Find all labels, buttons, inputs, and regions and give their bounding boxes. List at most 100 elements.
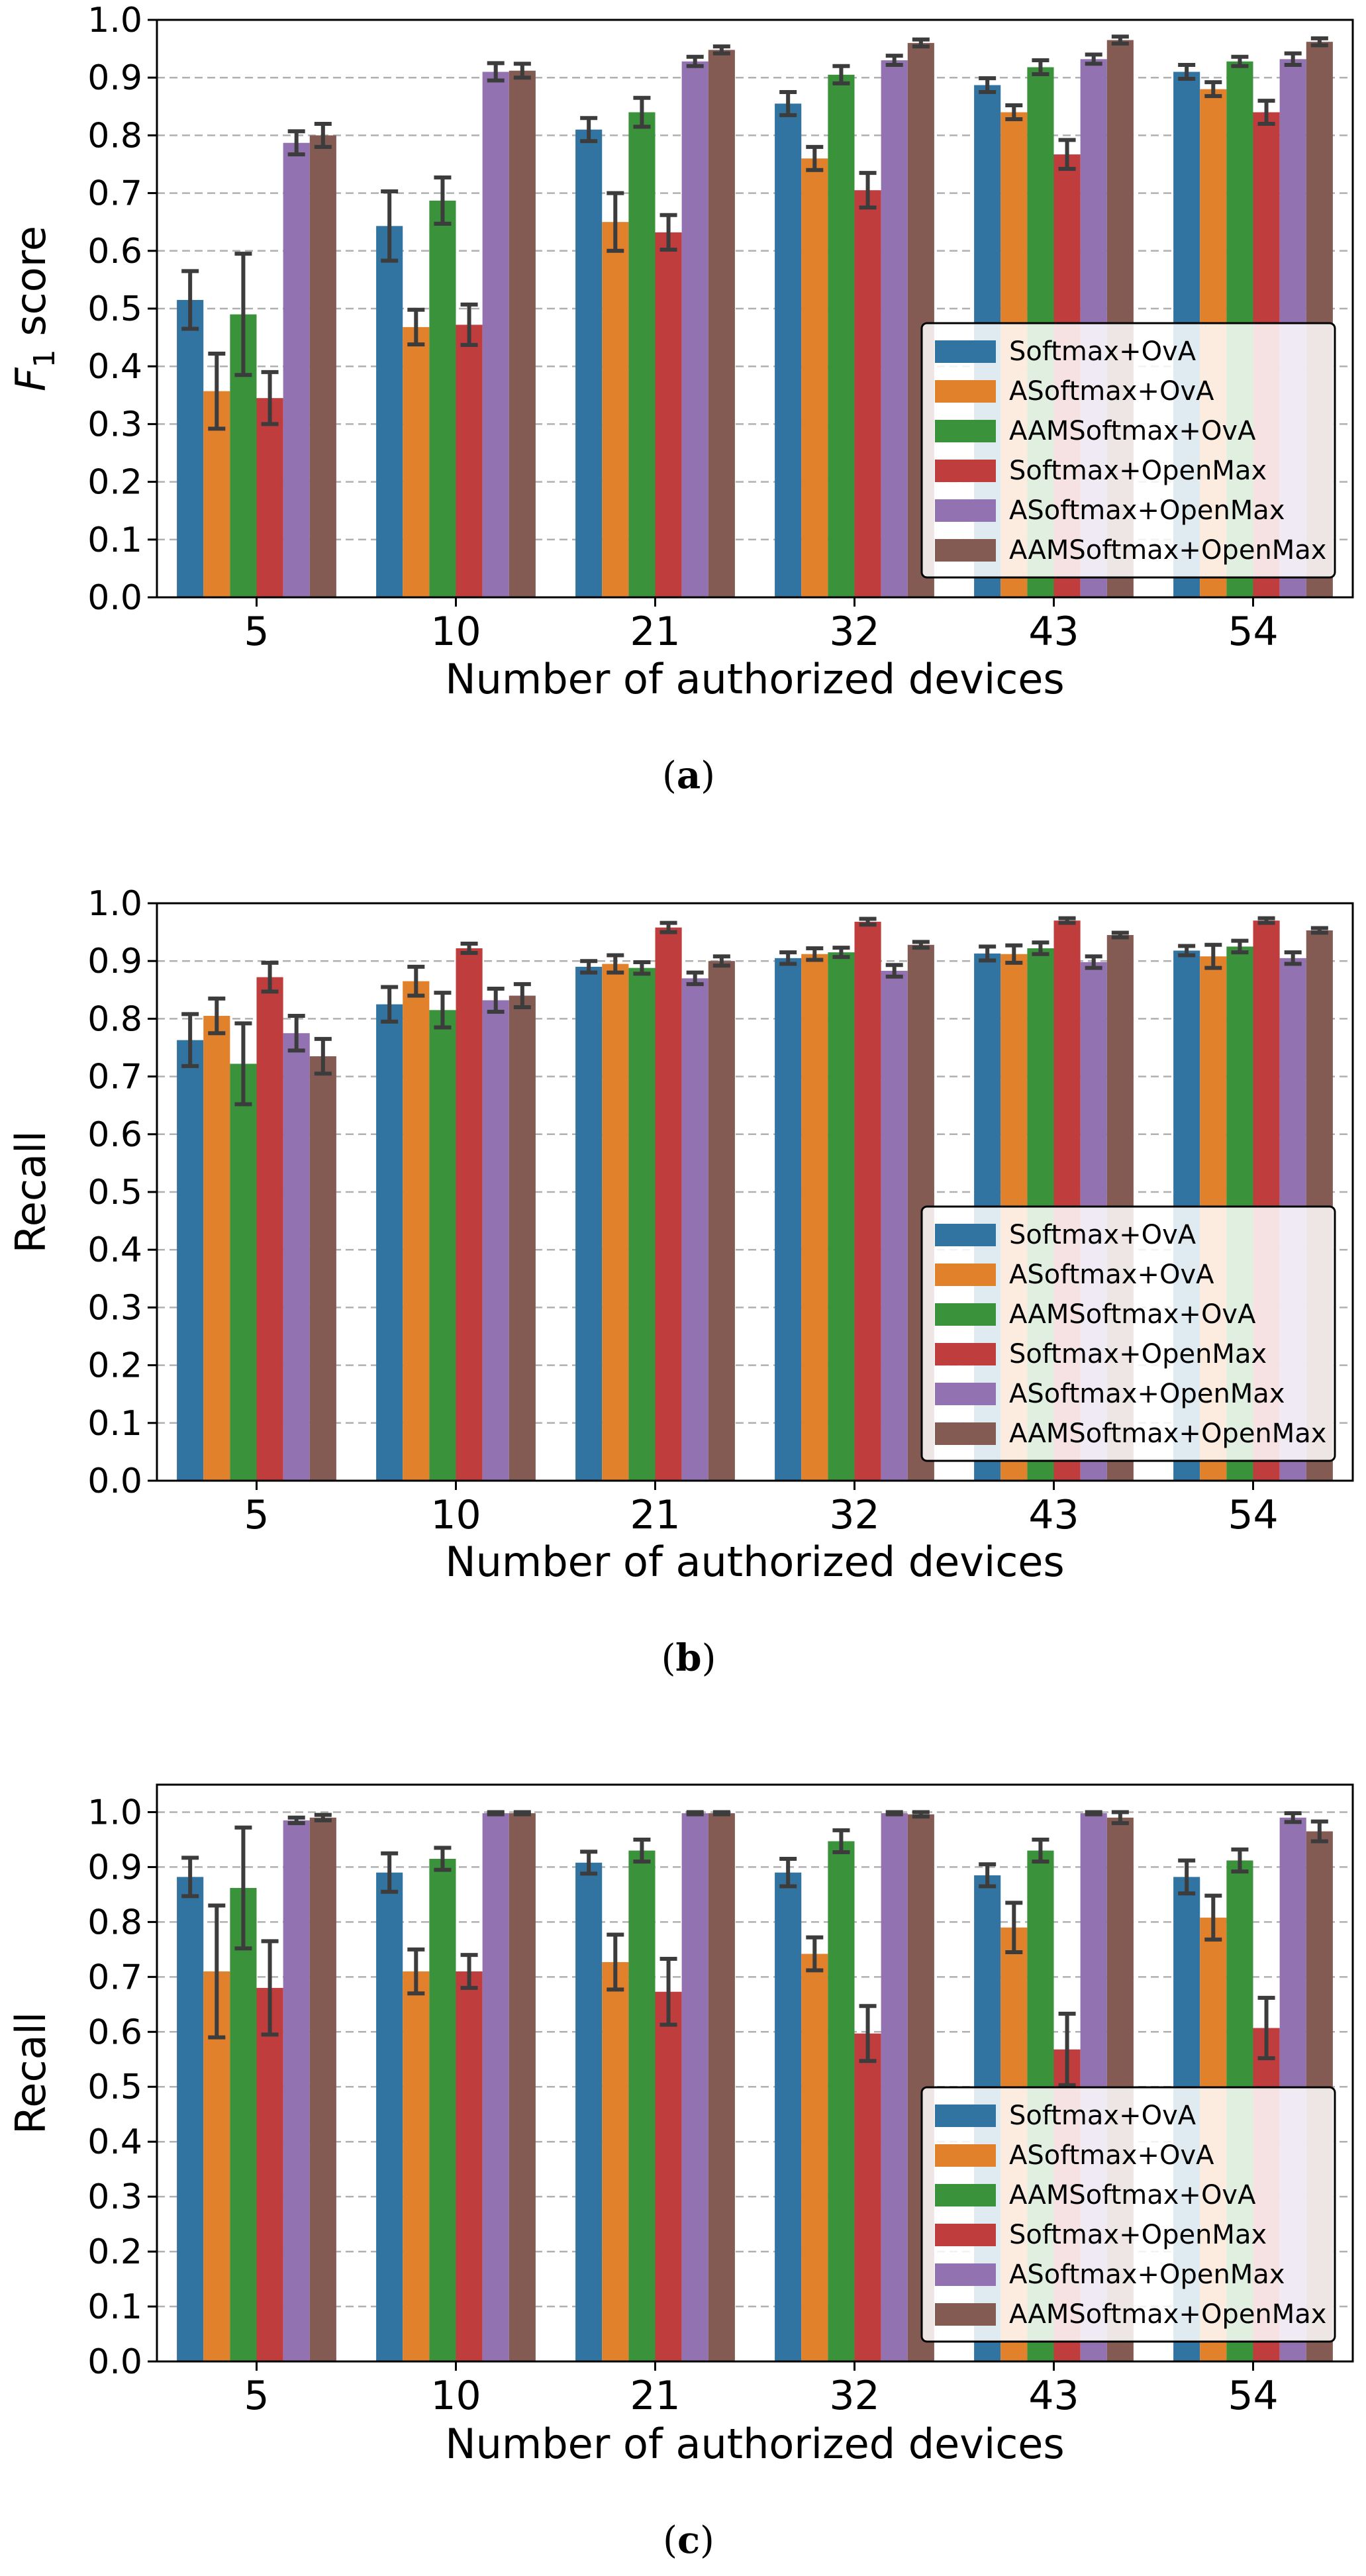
bar-softmax-ova-5 (177, 299, 204, 597)
legend-swatch (935, 2263, 996, 2286)
y-tick-label: 0.6 (87, 2012, 142, 2052)
legend-swatch (935, 420, 996, 442)
bar-softmax-ova-32 (775, 958, 802, 1481)
bar-aamsoftmax-openmax-21 (708, 1813, 735, 2361)
legend-swatch (935, 1383, 996, 1405)
legend-swatch (935, 1224, 996, 1246)
bar-softmax-ova-32 (775, 1872, 802, 2361)
bar-aamsoftmax-openmax-10 (509, 995, 536, 1481)
bar-aamsoftmax-openmax-5 (309, 1817, 336, 2361)
bar-aamsoftmax-ova-32 (828, 74, 855, 598)
bar-asoftmax-openmax-21 (681, 978, 708, 1481)
x-tick-label: 21 (630, 2373, 680, 2419)
bar-softmax-openmax-32 (854, 190, 881, 597)
y-tick-label: 0.3 (87, 1288, 142, 1328)
bar-aamsoftmax-ova-5 (230, 1887, 257, 2361)
bar-aamsoftmax-openmax-10 (509, 70, 536, 597)
legend-label: ASoftmax+OvA (1009, 1260, 1214, 1290)
legend-swatch (935, 460, 996, 482)
y-tick-label: 1.0 (87, 1793, 142, 1832)
legend-swatch (935, 340, 996, 363)
legend-label: Softmax+OpenMax (1009, 456, 1267, 486)
legend-swatch (935, 380, 996, 403)
bar-aamsoftmax-ova-5 (230, 1064, 257, 1481)
bar-asoftmax-ova-10 (403, 981, 430, 1481)
legend-label: ASoftmax+OvA (1009, 376, 1214, 407)
legend-swatch (935, 2303, 996, 2326)
y-tick-label: 0.9 (87, 1848, 142, 1887)
legend-label: AAMSoftmax+OvA (1009, 416, 1256, 446)
bar-asoftmax-openmax-32 (881, 971, 908, 1481)
plot-frame (156, 1783, 1354, 2363)
bar-aamsoftmax-openmax-5 (309, 1056, 336, 1481)
y-tick-label: 0.4 (87, 2122, 142, 2162)
y-tick-label: 0.9 (87, 942, 142, 981)
bar-softmax-openmax-5 (256, 977, 283, 1481)
bar-asoftmax-openmax-10 (482, 72, 509, 598)
bar-asoftmax-openmax-5 (283, 1033, 310, 1481)
x-tick-label: 5 (244, 1492, 269, 1538)
y-tick-label: 0.4 (87, 347, 142, 387)
y-axis-label: F1 score (7, 226, 62, 391)
bar-softmax-openmax-10 (456, 324, 483, 597)
y-axis-label: Recall (7, 1131, 55, 1254)
legend-label: AAMSoftmax+OpenMax (1009, 2299, 1326, 2330)
legend-swatch (935, 1263, 996, 1286)
legend-label: AAMSoftmax+OvA (1009, 1299, 1256, 1330)
legend-swatch (935, 2224, 996, 2246)
y-tick-label: 0.9 (87, 58, 142, 98)
x-tick-label: 5 (244, 609, 269, 655)
panel-caption: (b) (661, 1636, 716, 1680)
bar-softmax-ova-21 (575, 966, 603, 1481)
x-tick-label: 54 (1228, 2373, 1278, 2419)
y-tick-label: 0.1 (87, 1404, 142, 1444)
bar-aamsoftmax-ova-21 (628, 967, 656, 1481)
bar-asoftmax-openmax-5 (283, 1820, 310, 2361)
bar-asoftmax-ova-5 (203, 1016, 230, 1481)
bar-softmax-openmax-10 (456, 948, 483, 1481)
y-axis-label: Recall (7, 2012, 55, 2134)
legend-label: AAMSoftmax+OvA (1009, 2180, 1256, 2210)
bar-asoftmax-openmax-32 (881, 1813, 908, 2361)
y-tick-label: 0.7 (87, 1058, 142, 1097)
bar-softmax-ova-21 (575, 1862, 603, 2361)
bar-aamsoftmax-openmax-5 (309, 135, 336, 597)
y-tick-label: 1.0 (87, 1, 142, 40)
legend-label: Softmax+OvA (1009, 2101, 1196, 2131)
y-tick-label: 0.5 (87, 1173, 142, 1213)
legend-label: ASoftmax+OpenMax (1009, 495, 1285, 526)
bar-aamsoftmax-ova-32 (828, 952, 855, 1481)
bar-softmax-openmax-21 (655, 232, 682, 597)
bar-softmax-openmax-21 (655, 927, 682, 1481)
y-tick-label: 0.7 (87, 174, 142, 214)
y-tick-label: 0.6 (87, 1115, 142, 1155)
bar-aamsoftmax-ova-32 (828, 1841, 855, 2361)
panel-caption: (c) (663, 2518, 714, 2562)
panel-c: 0.0 0.1 0.2 0.3 0.4 0.5 0.6 0.7 0.8 0.9 1.0 5 10 21 32… (7, 1783, 1354, 2562)
y-tick-label: 0.0 (87, 578, 142, 618)
panel-b: 0.0 0.1 0.2 0.3 0.4 0.5 0.6 0.7 0.8 0.9 1.0 5 10 21 32… (7, 884, 1354, 1680)
y-tick-label: 0.0 (87, 1461, 142, 1501)
bar-softmax-ova-5 (177, 1877, 204, 2361)
legend (920, 2086, 1336, 2343)
bar-asoftmax-openmax-10 (482, 1000, 509, 1481)
x-axis-label: Number of authorized devices (445, 1538, 1064, 1586)
y-tick-label: 0.2 (87, 2232, 142, 2272)
y-tick-label: 0.7 (87, 1957, 142, 1997)
panel-caption: (a) (662, 754, 715, 797)
bar-asoftmax-ova-32 (801, 158, 828, 597)
bar-softmax-openmax-5 (256, 1987, 283, 2361)
y-tick-label: 0.5 (87, 2067, 142, 2107)
x-axis-label: Number of authorized devices (445, 655, 1064, 703)
legend-swatch (935, 1343, 996, 1365)
bar-asoftmax-openmax-5 (283, 142, 310, 598)
bar-softmax-openmax-32 (854, 921, 881, 1481)
legend-label: Softmax+OpenMax (1009, 2220, 1267, 2250)
bar-aamsoftmax-ova-10 (429, 1010, 456, 1481)
x-tick-label: 32 (829, 2373, 879, 2419)
y-tick-label: 0.2 (87, 1346, 142, 1386)
y-tick-label: 0.0 (87, 2342, 142, 2382)
y-tick-label: 0.8 (87, 999, 142, 1039)
y-tick-label: 0.5 (87, 289, 142, 329)
